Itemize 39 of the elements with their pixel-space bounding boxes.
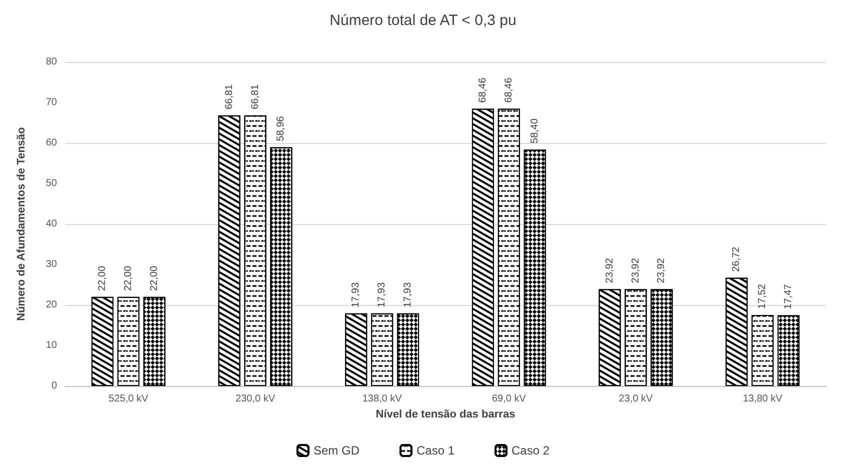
data-label: 17,93 bbox=[376, 282, 388, 308]
chart-title: Número total de AT < 0,3 pu bbox=[330, 12, 516, 29]
data-label: 68,46 bbox=[477, 77, 488, 103]
data-label: 23,92 bbox=[630, 258, 642, 284]
x-axis-title: Nível de tensão das barras bbox=[376, 408, 516, 420]
data-label: 23,92 bbox=[656, 258, 668, 284]
y-tick-label: 20 bbox=[46, 300, 58, 310]
y-axis-title: Número de Afundamentos de Tensão bbox=[16, 126, 28, 321]
data-label: 17,47 bbox=[783, 284, 794, 310]
data-label: 22,00 bbox=[122, 265, 134, 291]
data-label: 17,93 bbox=[402, 282, 414, 308]
x-tick-label: 13,80 kV bbox=[742, 394, 783, 404]
data-label: 58,40 bbox=[529, 118, 540, 144]
x-tick-label: 138,0 kV bbox=[362, 394, 402, 404]
data-label: 22,00 bbox=[96, 265, 108, 291]
data-label: 17,93 bbox=[350, 282, 362, 308]
x-tick-label: 525,0 kV bbox=[108, 394, 148, 404]
y-tick-label: 60 bbox=[46, 138, 58, 148]
legend-label: Sem GD bbox=[313, 444, 360, 458]
data-label: 58,96 bbox=[276, 116, 287, 142]
y-tick-label: 70 bbox=[46, 97, 58, 108]
legend-label: Caso 1 bbox=[416, 444, 455, 458]
y-tick-label: 40 bbox=[46, 218, 58, 230]
x-tick-label: 23,0 kV bbox=[618, 394, 654, 404]
data-label: 26,72 bbox=[731, 246, 742, 272]
y-tick-label: 0 bbox=[51, 380, 58, 392]
y-tick-label: 80 bbox=[46, 56, 58, 68]
data-label: 17,52 bbox=[757, 284, 768, 310]
data-label: 68,46 bbox=[503, 77, 514, 103]
y-tick-label: 10 bbox=[46, 340, 58, 351]
legend-label: Caso 2 bbox=[512, 444, 550, 458]
data-label: 66,81 bbox=[224, 84, 235, 110]
data-label: 66,81 bbox=[250, 84, 261, 110]
x-tick-label: 230,0 kV bbox=[236, 394, 276, 404]
data-label: 23,92 bbox=[604, 258, 616, 284]
y-tick-label: 50 bbox=[46, 178, 58, 189]
x-tick-label: 69,0 kV bbox=[492, 394, 526, 404]
data-label: 22,00 bbox=[148, 265, 160, 291]
y-tick-label: 30 bbox=[46, 259, 58, 270]
